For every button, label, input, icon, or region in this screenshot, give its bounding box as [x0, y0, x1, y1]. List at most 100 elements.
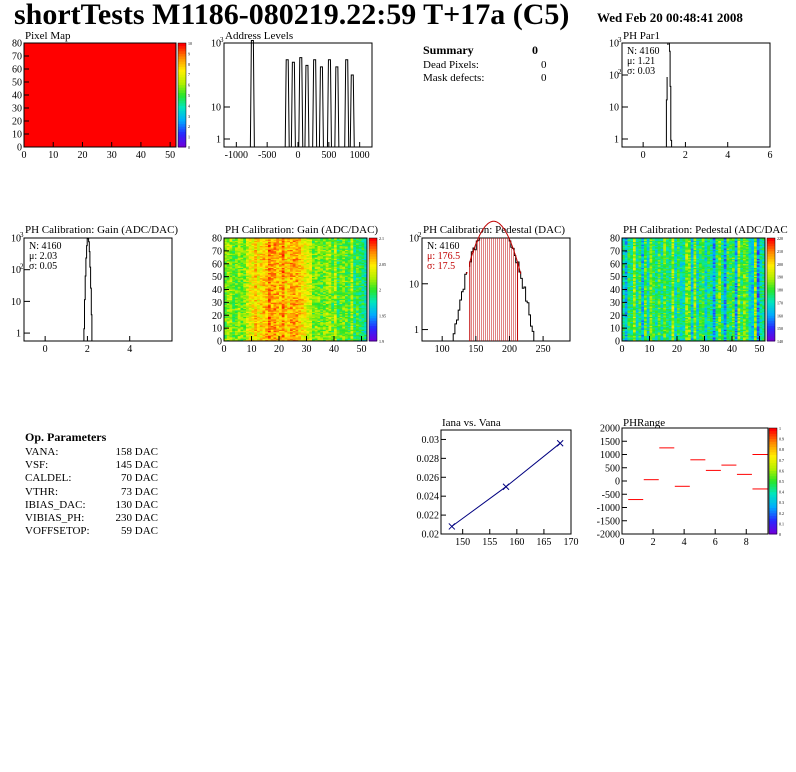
gain_map-cell	[287, 277, 291, 280]
y-tick-exponent: 3	[618, 36, 622, 44]
gain_map-cell	[254, 238, 258, 240]
gain_map-cell	[309, 320, 313, 322]
gain_map-cell	[235, 333, 239, 335]
gain_map-cell	[273, 324, 277, 326]
gain_map-cell	[298, 249, 302, 252]
gain_map-cell	[292, 265, 296, 267]
gain_map-cell	[290, 265, 294, 267]
gain_map-cell	[259, 326, 263, 329]
gain_map-cell	[301, 301, 305, 303]
gain_map-cell	[232, 289, 236, 292]
gain_map-cell	[246, 328, 250, 330]
gain_map-cell	[317, 302, 321, 304]
gain_map-cell	[243, 248, 247, 250]
gain_map-cell	[323, 276, 327, 279]
gain_map-cell	[237, 313, 241, 316]
gain_map-cell	[303, 277, 307, 280]
gain_map-cell	[237, 286, 241, 289]
gain_map-cell	[259, 307, 263, 310]
gain_map-cell	[257, 283, 261, 285]
gain_map-cell	[259, 303, 263, 306]
gain_map-cell	[248, 334, 252, 337]
gain_map-cell	[268, 316, 272, 319]
gain_map-cell	[309, 330, 313, 333]
gain_map-cell	[224, 335, 228, 338]
gain_map-cell	[298, 337, 302, 339]
summary-title: Summary	[423, 43, 474, 57]
gain_map-cell	[328, 328, 332, 330]
gain_map-cell	[303, 243, 307, 245]
gain_map-cell	[240, 240, 244, 243]
gain_map-cell	[268, 271, 272, 274]
gain_map-cell	[237, 295, 241, 298]
gain_map-cell	[265, 304, 269, 307]
gain_map-cell	[306, 297, 310, 299]
gain_map-cell	[325, 257, 329, 259]
gain_map-cell	[323, 248, 327, 250]
gain_map-cell	[273, 239, 277, 241]
gain_map-cell	[312, 301, 316, 303]
gain_map-cell	[226, 308, 230, 311]
gain_map-cell	[226, 315, 230, 317]
gain_map-cell	[237, 320, 241, 322]
gain_map-cell	[254, 257, 258, 259]
gain_map-cell	[235, 315, 239, 317]
gain_map-cell	[301, 256, 305, 258]
gain_map-cell	[254, 271, 258, 274]
gain_map-cell	[248, 276, 252, 279]
gain_map-cell	[232, 337, 236, 339]
gain_map-cell	[328, 322, 332, 325]
gain_map-cell	[270, 253, 274, 256]
gain_map-cell	[323, 286, 327, 289]
gain_map-cell	[295, 267, 299, 270]
gain_map-cell	[262, 295, 266, 298]
gain_map-cell	[295, 289, 299, 292]
gain_map-cell	[243, 244, 247, 247]
gain_map-cell	[254, 270, 258, 272]
gain_map-cell	[262, 259, 266, 262]
gain_map-cell	[281, 245, 285, 248]
gain_map-cell	[265, 284, 269, 286]
gain_map-cell	[292, 334, 296, 337]
gain_map-cell	[248, 263, 252, 266]
gain_map-cell	[303, 312, 307, 315]
gain_map-cell	[287, 241, 291, 244]
gain_map-cell	[325, 293, 329, 295]
gain_map-cell	[295, 313, 299, 316]
gain_map-cell	[290, 311, 294, 313]
gain_map-cell	[301, 241, 305, 244]
gain_map-cell	[303, 261, 307, 263]
gain_map-cell	[262, 289, 266, 292]
gain_map-cell	[243, 272, 247, 275]
gain_map-cell	[287, 297, 291, 299]
gain_map-cell	[268, 303, 272, 306]
gain_map-cell	[295, 256, 299, 258]
z-scale-cell	[178, 74, 186, 78]
gain_map-cell	[265, 295, 269, 298]
gain_map-cell	[284, 324, 288, 326]
gain_map-cell	[229, 254, 233, 257]
gain_map-cell	[243, 262, 247, 265]
gain_map-cell	[248, 326, 252, 329]
gain_map-cell	[325, 252, 329, 254]
gain_map-cell	[303, 299, 307, 302]
gain_map-cell	[259, 293, 263, 295]
gain_map-cell	[254, 249, 258, 252]
gain_map-cell	[317, 316, 321, 319]
gain_map-cell	[328, 338, 332, 341]
gain_map-cell	[265, 275, 269, 277]
gain_map-cell	[251, 261, 255, 263]
gain_map-cell	[301, 274, 305, 276]
gain_map-cell	[281, 290, 285, 293]
op-param-label: VTHR:	[25, 485, 58, 498]
gain_map-cell	[279, 256, 283, 258]
gain_map-cell	[237, 326, 241, 329]
gain_map-cell	[237, 257, 241, 259]
gain_map-cell	[235, 241, 239, 244]
gain_map-cell	[237, 337, 241, 339]
gain_map-cell	[323, 249, 327, 252]
gain_map-cell	[292, 286, 296, 289]
gain_map-cell	[284, 304, 288, 307]
gain_map-cell	[240, 295, 244, 298]
gain_map-cell	[257, 271, 261, 274]
